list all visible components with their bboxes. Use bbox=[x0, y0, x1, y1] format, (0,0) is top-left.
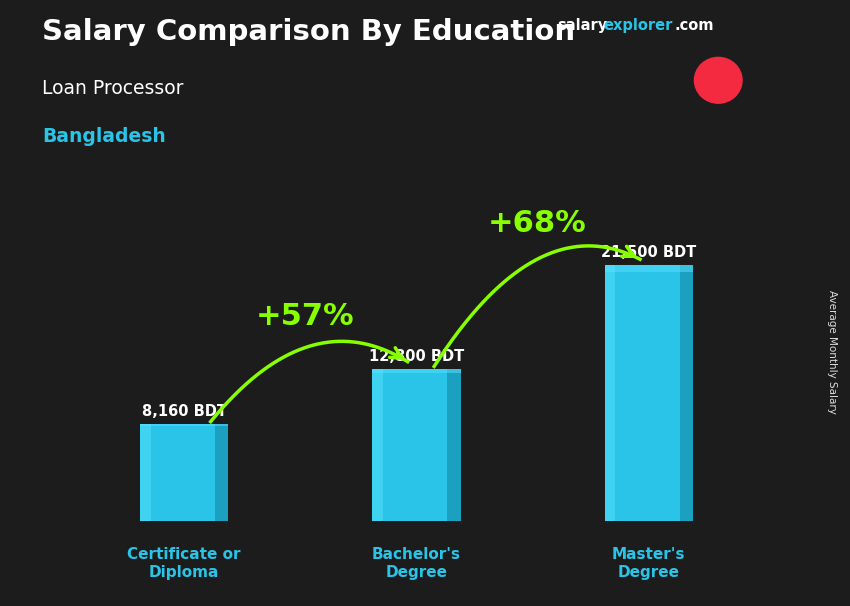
Text: Bangladesh: Bangladesh bbox=[42, 127, 167, 146]
Text: 21,500 BDT: 21,500 BDT bbox=[601, 245, 696, 261]
Bar bbox=[604, 265, 693, 521]
Bar bbox=[680, 265, 693, 521]
Bar bbox=[215, 424, 229, 521]
Text: 12,800 BDT: 12,800 BDT bbox=[369, 349, 464, 364]
Bar bbox=[140, 424, 229, 521]
Text: 8,160 BDT: 8,160 BDT bbox=[142, 404, 227, 419]
Bar bbox=[140, 424, 150, 521]
Bar bbox=[372, 369, 383, 521]
Text: Loan Processor: Loan Processor bbox=[42, 79, 184, 98]
Text: .com: .com bbox=[674, 18, 713, 33]
Text: Salary Comparison By Education: Salary Comparison By Education bbox=[42, 18, 575, 46]
Bar bbox=[604, 265, 693, 271]
Bar bbox=[447, 369, 461, 521]
Bar bbox=[604, 265, 615, 521]
Text: Bachelor's
Degree: Bachelor's Degree bbox=[372, 547, 461, 580]
Text: +57%: +57% bbox=[256, 302, 354, 331]
Text: explorer: explorer bbox=[604, 18, 673, 33]
Circle shape bbox=[694, 58, 742, 103]
Bar bbox=[140, 424, 229, 427]
Text: salary: salary bbox=[557, 18, 607, 33]
Text: Certificate or
Diploma: Certificate or Diploma bbox=[128, 547, 241, 580]
Bar bbox=[372, 369, 461, 521]
Text: +68%: +68% bbox=[488, 209, 586, 238]
Text: Master's
Degree: Master's Degree bbox=[612, 547, 686, 580]
Text: Average Monthly Salary: Average Monthly Salary bbox=[827, 290, 837, 413]
Bar bbox=[372, 369, 461, 373]
